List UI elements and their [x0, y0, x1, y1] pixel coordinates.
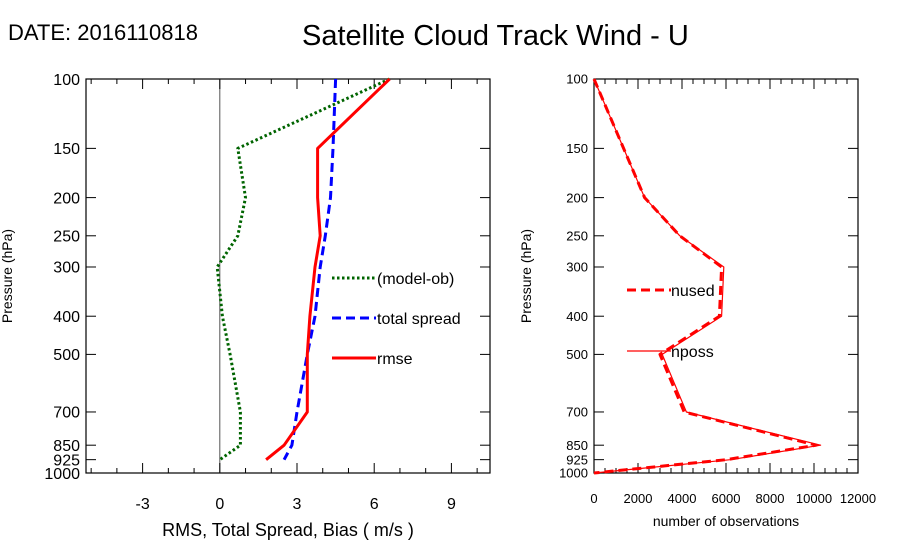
right-series-nposs — [593, 78, 822, 474]
left-series-total-spread — [282, 78, 338, 461]
left-y-tick-label: 1000 — [44, 466, 80, 483]
left-y-tick-label: 250 — [53, 229, 80, 246]
right-series-nused — [592, 78, 818, 475]
right-y-tick-label: 250 — [566, 228, 588, 243]
left-y-tick-label: 200 — [53, 190, 80, 207]
left-plot-frame — [85, 78, 491, 474]
right-y-tick-label: 850 — [566, 438, 588, 453]
left-x-tick-label: -3 — [135, 496, 149, 513]
left-x-tick-label: 0 — [215, 496, 224, 513]
left-series-rmse — [265, 77, 391, 461]
right-x-tick-label: 0 — [590, 491, 597, 506]
left-y-tick-label: 850 — [53, 438, 80, 455]
left-y-tick-label: 400 — [53, 309, 80, 326]
left-series-model-ob — [215, 77, 391, 461]
left-legend-label-model-ob: (model-ob) — [377, 271, 454, 288]
date-label: DATE: 2016110818 — [8, 20, 198, 45]
left-legend-label-rmse: rmse — [377, 351, 413, 368]
left-y-axis-label: Pressure (hPa) — [0, 229, 15, 323]
right-plot-frame — [593, 78, 859, 474]
right-y-tick-label: 150 — [566, 141, 588, 156]
right-y-axis-label: Pressure (hPa) — [518, 229, 534, 323]
left-x-axis-label: RMS, Total Spread, Bias ( m/s ) — [162, 520, 414, 540]
right-y-tick-label: 1000 — [559, 466, 588, 481]
right-y-tick-label: 100 — [566, 72, 588, 87]
chart-title: Satellite Cloud Track Wind - U — [302, 20, 689, 52]
right-y-tick-label: 400 — [566, 309, 588, 324]
right-y-tick-label: 925 — [566, 452, 588, 467]
left-y-tick-label: 925 — [53, 452, 80, 469]
right-x-tick-label: 12000 — [840, 491, 876, 506]
right-x-tick-label: 8000 — [756, 491, 785, 506]
left-y-tick-label: 150 — [53, 141, 80, 158]
left-y-tick-label: 100 — [53, 72, 80, 89]
right-x-axis-label: number of observations — [653, 513, 799, 529]
left-x-tick-label: 9 — [447, 496, 456, 513]
left-y-tick-label: 500 — [53, 347, 80, 364]
right-y-tick-label: 200 — [566, 190, 588, 205]
right-legend-label-nposs: nposs — [671, 344, 714, 361]
right-x-tick-label: 2000 — [624, 491, 653, 506]
left-x-tick-label: 6 — [370, 496, 379, 513]
left-y-tick-label: 700 — [53, 405, 80, 422]
right-x-tick-label: 4000 — [668, 491, 697, 506]
right-y-tick-label: 300 — [566, 260, 588, 275]
right-x-tick-label: 6000 — [712, 491, 741, 506]
left-y-tick-label: 300 — [53, 260, 80, 277]
right-y-tick-label: 700 — [566, 405, 588, 420]
right-y-tick-label: 500 — [566, 347, 588, 362]
right-x-tick-label: 10000 — [796, 491, 832, 506]
left-x-tick-label: 3 — [293, 496, 302, 513]
left-legend-label-total-spread: total spread — [377, 311, 461, 328]
right-legend-label-nused: nused — [671, 283, 715, 300]
